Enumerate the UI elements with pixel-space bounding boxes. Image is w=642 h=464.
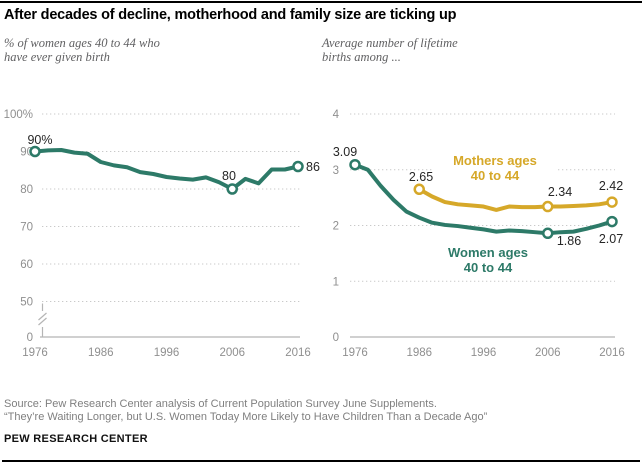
x-tick-label: 2016: [599, 347, 625, 359]
axis-break-icon: [38, 317, 47, 326]
data-point-marker-women: [606, 215, 618, 228]
data-point-label: 2.42: [599, 179, 623, 193]
page-title: After decades of decline, motherhood and…: [4, 7, 457, 23]
right-chart-subtitle-line2: births among ...: [322, 50, 401, 64]
x-tick-label: 1986: [88, 347, 114, 359]
axis-break-icon: [38, 312, 47, 321]
data-point-label: 2.07: [599, 232, 623, 246]
legend-label-women: Women ages: [448, 245, 528, 260]
source-note: Source: Pew Research Center analysis of …: [4, 398, 487, 424]
pew-research-center-wordmark: PEW RESEARCH CENTER: [4, 433, 148, 445]
x-tick-label: 1986: [406, 347, 432, 359]
data-point-marker-women: [226, 183, 238, 195]
left-chart-subtitle: % of women ages 40 to 44 who have ever g…: [4, 36, 304, 64]
data-point-label: 3.09: [333, 145, 357, 159]
data-point-marker-women: [29, 145, 41, 158]
left-chart-subtitle-line2: have ever given birth: [4, 50, 110, 64]
top-divider: [0, 1, 642, 3]
source-line-1: Source: Pew Research Center analysis of …: [4, 398, 437, 410]
data-point-marker-mothers: [542, 200, 554, 213]
x-tick-label: 2006: [535, 347, 561, 359]
y-tick-label: 0: [333, 332, 339, 344]
y-tick-label: 80: [20, 184, 33, 196]
bottom-divider: [2, 460, 640, 462]
legend-backing: [433, 150, 557, 184]
data-point-marker-mothers: [606, 196, 618, 208]
y-tick-label: 0: [27, 332, 33, 344]
source-line-2: “They’re Waiting Longer, but U.S. Women …: [4, 411, 488, 423]
legend-label-women: 40 to 44: [464, 260, 513, 275]
x-tick-label: 1976: [22, 347, 48, 359]
x-tick-label: 1996: [154, 347, 180, 359]
series-line-mothers: [417, 187, 614, 212]
series-line-women: [33, 148, 300, 191]
left-chart-subtitle-line1: % of women ages 40 to 44 who: [4, 36, 160, 50]
data-point-label: 2.34: [548, 185, 572, 199]
x-tick-label: 2006: [219, 347, 245, 359]
data-point-label: 90%: [27, 133, 52, 147]
data-point-marker-women: [292, 160, 304, 173]
series-line-women: [353, 162, 614, 236]
y-tick-label: 100%: [4, 109, 33, 121]
y-tick-label: 2: [333, 221, 339, 233]
data-point-marker-mothers: [413, 183, 425, 196]
data-point-label: 86: [306, 160, 320, 174]
right-chart-subtitle: Average number of lifetime births among …: [322, 36, 622, 64]
x-tick-label: 2016: [285, 347, 311, 359]
data-point-label: 80: [222, 169, 236, 183]
x-tick-label: 1976: [342, 347, 368, 359]
y-tick-label: 3: [333, 165, 339, 177]
y-tick-label: 1: [333, 276, 339, 288]
data-point-label: 1.86: [557, 234, 581, 248]
right-chart-subtitle-line1: Average number of lifetime: [322, 36, 458, 50]
legend-label-mothers: 40 to 44: [471, 168, 520, 183]
x-tick-label: 1996: [471, 347, 497, 359]
y-tick-label: 50: [20, 297, 33, 309]
right-line-chart: 4 3 2 1 0 3.09 2.65 2.34 2.42 1.86 2.07 Mothers age…: [333, 109, 625, 359]
y-tick-label: 4: [333, 109, 340, 121]
data-point-marker-women: [349, 158, 361, 171]
y-tick-label: 70: [20, 222, 33, 234]
data-point-marker-women: [542, 227, 554, 240]
legend-label-mothers: Mothers ages: [453, 153, 537, 168]
data-point-label: 2.65: [409, 170, 433, 184]
y-tick-label: 60: [20, 259, 33, 271]
